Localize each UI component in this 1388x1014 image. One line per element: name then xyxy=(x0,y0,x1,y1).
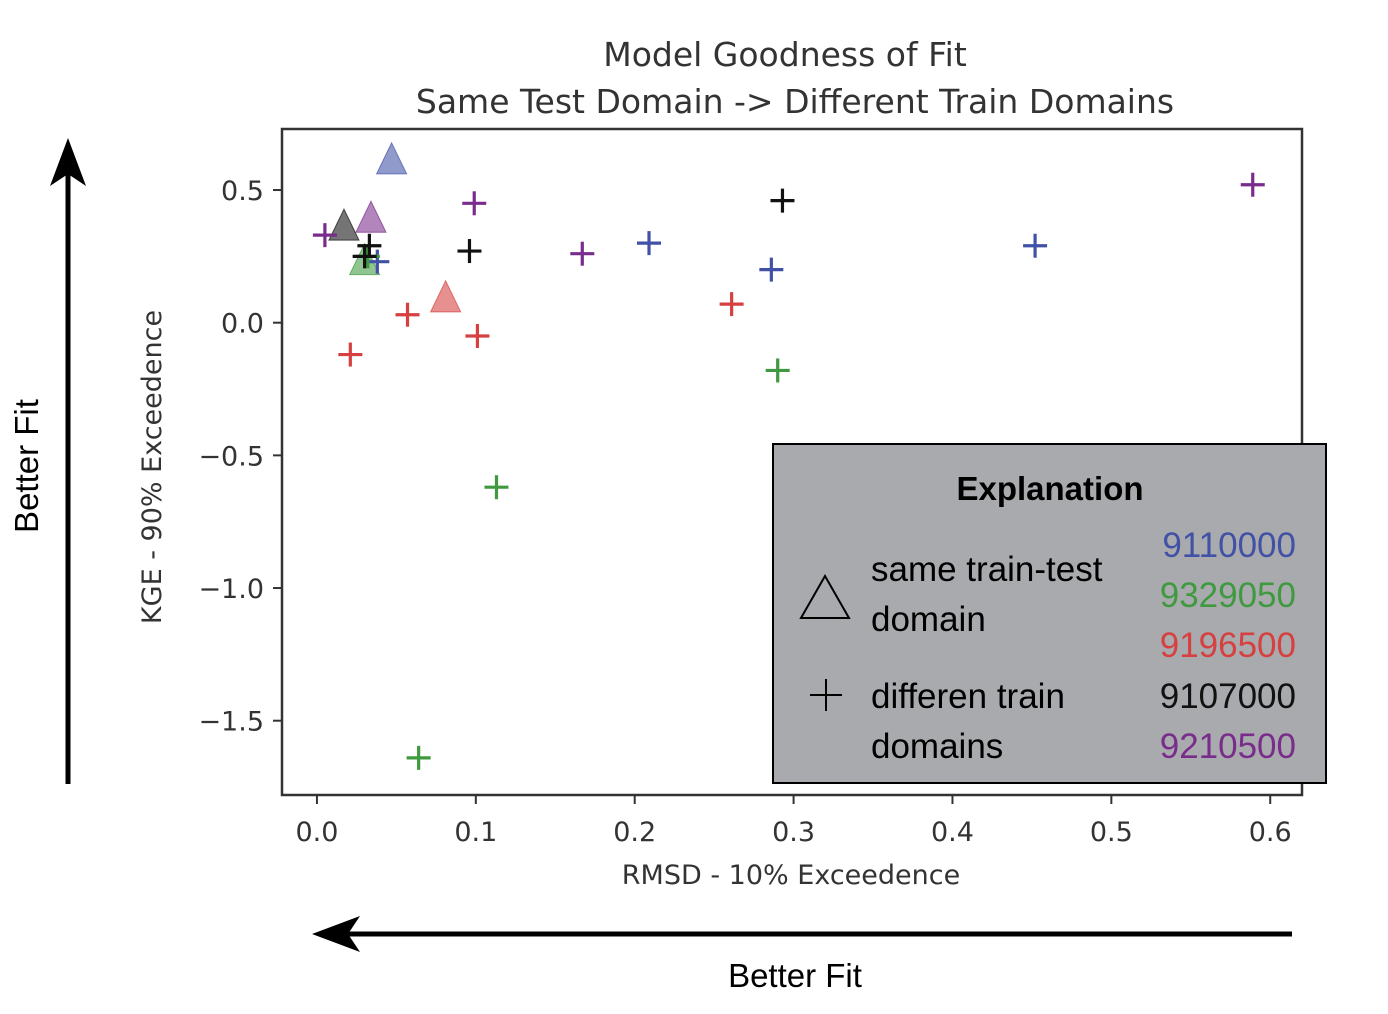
x-tick-label: 0.4 xyxy=(931,817,974,848)
plus-marker-9107000 xyxy=(357,233,382,258)
y-axis-ticks: 0.5 0.0 −0.5 −1.0 −1.5 xyxy=(198,176,282,738)
chart-title-line-1: Model Goodness of Fit xyxy=(603,35,967,74)
y-tick-label: −0.5 xyxy=(198,441,264,472)
chart-title-line-2: Same Test Domain -> Different Train Doma… xyxy=(416,82,1174,121)
legend-id-9110000: 9110000 xyxy=(1162,526,1296,565)
arrow-left-icon xyxy=(312,916,360,952)
legend-id-9329050: 9329050 xyxy=(1160,576,1296,615)
plus-marker-9329050 xyxy=(765,358,790,383)
plus-marker-9329050 xyxy=(484,475,509,500)
legend: Explanation same train-test domain diffe… xyxy=(772,443,1327,784)
plus-marker-9110000 xyxy=(637,231,662,256)
y-tick-label: 0.5 xyxy=(221,176,264,207)
plus-marker-9210500 xyxy=(570,241,595,266)
x-better-fit-label: Better Fit xyxy=(728,957,862,994)
plus-marker-9107000 xyxy=(457,239,482,264)
y-better-fit-arrow xyxy=(50,138,86,784)
plus-marker-9329050 xyxy=(406,745,431,770)
x-tick-label: 0.0 xyxy=(295,817,338,848)
plus-marker-9196500 xyxy=(338,342,363,367)
plus-marker-9196500 xyxy=(719,292,744,317)
arrow-up-icon xyxy=(50,138,86,186)
plus-marker-9210500 xyxy=(462,191,487,216)
plus-marker-9210500 xyxy=(312,223,337,248)
x-better-fit-arrow xyxy=(312,916,1292,952)
legend-id-9107000: 9107000 xyxy=(1160,677,1296,716)
y-tick-label: −1.5 xyxy=(198,707,264,738)
plus-marker-9210500 xyxy=(1240,172,1265,197)
plus-marker-9196500 xyxy=(465,323,490,348)
legend-box xyxy=(772,443,1327,784)
plus-marker-9107000 xyxy=(352,244,377,269)
data-markers xyxy=(312,141,1265,770)
legend-triangle-label-line-1: same train-test xyxy=(871,550,1103,589)
plus-marker-9196500 xyxy=(395,302,420,327)
x-tick-label: 0.6 xyxy=(1249,817,1292,848)
legend-triangle-label-line-2: domain xyxy=(871,600,986,639)
y-tick-label: −1.0 xyxy=(198,574,264,605)
x-tick-label: 0.5 xyxy=(1090,817,1133,848)
plus-marker-9110000 xyxy=(759,257,784,282)
triangle-marker-9196500 xyxy=(429,279,462,313)
chart-title: Model Goodness of Fit Same Test Domain -… xyxy=(416,35,1174,121)
triangle-marker-9210500 xyxy=(355,200,387,233)
plus-marker-9110000 xyxy=(1023,233,1048,258)
x-axis-ticks: 0.0 0.1 0.2 0.3 0.4 0.5 0.6 xyxy=(295,795,1292,848)
legend-plus-icon xyxy=(810,679,842,711)
legend-id-9196500: 9196500 xyxy=(1160,626,1296,665)
y-axis-label: KGE - 90% Exceedence xyxy=(137,310,168,624)
x-tick-label: 0.2 xyxy=(613,817,656,848)
x-tick-label: 0.1 xyxy=(454,817,497,848)
x-axis-label: RMSD - 10% Exceedence xyxy=(622,860,960,891)
x-tick-label: 0.3 xyxy=(772,817,815,848)
y-tick-label: 0.0 xyxy=(221,309,264,340)
y-better-fit-label: Better Fit xyxy=(8,399,45,533)
triangle-marker-9110000 xyxy=(375,141,408,175)
legend-plus-label-line-2: domains xyxy=(871,727,1003,766)
legend-plus-label-line-1: differen train xyxy=(871,677,1065,716)
legend-id-9210500: 9210500 xyxy=(1160,727,1296,766)
plus-marker-9107000 xyxy=(770,188,795,213)
legend-triangle-icon xyxy=(799,573,851,619)
triangle-marker-9107000 xyxy=(328,208,360,241)
legend-title: Explanation xyxy=(956,470,1143,507)
